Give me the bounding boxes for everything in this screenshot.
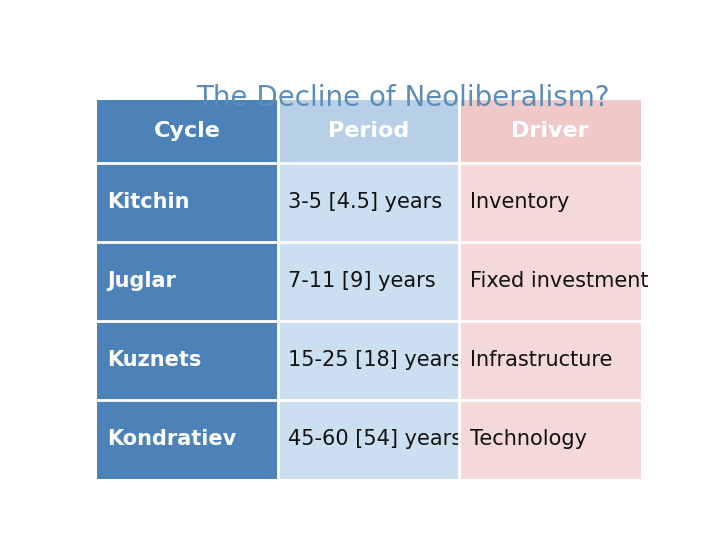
Bar bbox=[459, 400, 641, 478]
Text: Kuznets: Kuznets bbox=[107, 350, 202, 370]
Bar bbox=[459, 321, 641, 400]
Text: 3-5 [4.5] years: 3-5 [4.5] years bbox=[288, 192, 442, 212]
Text: Kitchin: Kitchin bbox=[107, 192, 190, 212]
Text: The Decline of Neoliberalism?: The Decline of Neoliberalism? bbox=[196, 84, 609, 112]
Bar bbox=[459, 163, 641, 241]
Text: Infrastructure: Infrastructure bbox=[469, 350, 612, 370]
Text: Fixed investment: Fixed investment bbox=[469, 271, 648, 291]
Text: Inventory: Inventory bbox=[469, 192, 569, 212]
Bar bbox=[278, 100, 459, 163]
Text: 15-25 [18] years: 15-25 [18] years bbox=[288, 350, 462, 370]
Text: 7-11 [9] years: 7-11 [9] years bbox=[288, 271, 436, 291]
Bar bbox=[97, 163, 278, 241]
Text: Kondratiev: Kondratiev bbox=[107, 429, 237, 449]
Bar bbox=[278, 241, 459, 321]
Bar bbox=[459, 241, 641, 321]
Bar bbox=[278, 163, 459, 241]
Bar bbox=[278, 400, 459, 478]
Text: 45-60 [54] years: 45-60 [54] years bbox=[288, 429, 462, 449]
Text: Juglar: Juglar bbox=[107, 271, 176, 291]
Bar bbox=[97, 241, 278, 321]
Text: Driver: Driver bbox=[511, 122, 589, 141]
Bar bbox=[97, 400, 278, 478]
Bar bbox=[278, 321, 459, 400]
Bar bbox=[97, 100, 278, 163]
Text: Period: Period bbox=[328, 122, 410, 141]
Text: Technology: Technology bbox=[469, 429, 587, 449]
Text: Cycle: Cycle bbox=[154, 122, 221, 141]
Bar bbox=[459, 100, 641, 163]
Bar bbox=[97, 321, 278, 400]
